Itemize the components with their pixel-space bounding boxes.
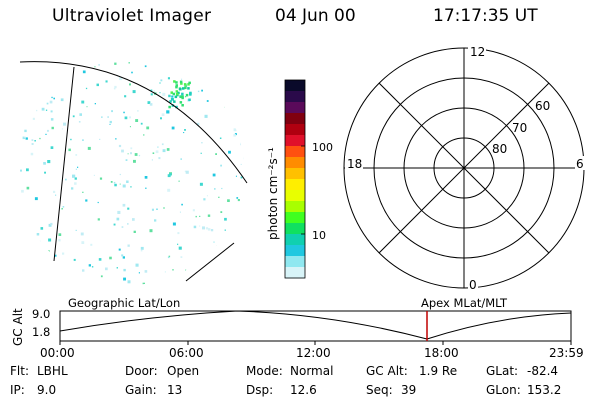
colorbar-cell <box>285 113 305 125</box>
gain-label: Gain: <box>125 383 157 397</box>
mlt-label-18: 18 <box>347 157 362 171</box>
dsp-value: 12.6 <box>290 383 317 397</box>
mlt-label-0: 0 <box>469 278 477 292</box>
colorbar: 100 10 photon cm⁻²s⁻¹ <box>266 79 333 279</box>
colorbar-cell <box>285 267 305 279</box>
colorbar-unit-label: photon cm⁻²s⁻¹ <box>266 147 280 240</box>
time-tick-0000: 00:00 <box>40 346 75 360</box>
altitude-curve <box>59 310 572 340</box>
ip-label: IP: <box>10 383 25 397</box>
geographic-caption: Geographic Lat/Lon <box>68 296 181 310</box>
lat-label-60: 60 <box>535 99 550 113</box>
altitude-ylabel: GC Alt <box>11 308 25 346</box>
filter-label: Flt: <box>10 364 29 378</box>
polar-grid <box>343 47 585 289</box>
apex-caption: Apex MLat/MLT <box>421 296 508 310</box>
door-label: Door: <box>125 364 158 378</box>
colorbar-cell <box>285 124 305 136</box>
colorbar-tick-10: 10 <box>312 229 326 242</box>
colorbar-cell <box>285 135 305 147</box>
time-tick-1800: 18:00 <box>424 346 459 360</box>
geographic-grid-line-2 <box>185 242 235 282</box>
colorbar-cell <box>285 157 305 169</box>
altitude-tick-low: 1.8 <box>32 325 51 339</box>
observation-date: 04 Jun 00 <box>275 6 356 26</box>
geographic-grid-arc <box>19 61 248 184</box>
colorbar-cell <box>285 234 305 246</box>
colorbar-cell <box>285 223 305 235</box>
time-tick-0600: 06:00 <box>169 346 204 360</box>
auroral-speckles <box>20 60 244 285</box>
time-tick-2359: 23:59 <box>549 346 584 360</box>
ip-value: 9.0 <box>37 383 57 397</box>
glat-value: -82.4 <box>527 364 559 378</box>
colorbar-cell <box>285 256 305 268</box>
colorbar-cell <box>285 201 305 213</box>
lat-label-80: 80 <box>492 142 507 156</box>
mode-label: Mode: <box>246 364 283 378</box>
colorbar-cell <box>285 146 305 158</box>
glon-label: GLon: <box>486 383 521 397</box>
observation-time: 17:17:35 UT <box>433 6 538 26</box>
gc-alt-label: GC Alt: <box>366 364 408 378</box>
mlt-label-12: 12 <box>470 45 485 59</box>
colorbar-cell <box>285 212 305 224</box>
door-value: Open <box>167 364 200 378</box>
mlt-label-6: 6 <box>576 157 584 171</box>
colorbar-cell <box>285 190 305 202</box>
mode-value: Normal <box>290 364 334 378</box>
lat-label-70: 70 <box>512 121 527 135</box>
colorbar-cell <box>285 168 305 180</box>
geographic-grid-line-1 <box>53 66 75 262</box>
time-tick-1200: 12:00 <box>296 346 331 360</box>
seq-label: Seq: <box>366 383 393 397</box>
colorbar-cell <box>285 245 305 257</box>
gain-value: 13 <box>167 383 183 397</box>
glat-label: GLat: <box>486 364 519 378</box>
altitude-plot: GC Alt <box>11 308 572 346</box>
seq-value: 39 <box>401 383 417 397</box>
colorbar-cell <box>285 179 305 191</box>
geographic-image-panel <box>19 60 248 285</box>
gc-alt-value: 1.9 Re <box>419 364 458 378</box>
filter-value: LBHL <box>37 364 68 378</box>
colorbar-cell <box>285 102 305 114</box>
altitude-tick-high: 9.0 <box>32 307 51 321</box>
glon-value: 153.2 <box>527 383 562 397</box>
colorbar-cell <box>285 80 305 92</box>
colorbar-cell <box>285 91 305 103</box>
app-title: Ultraviolet Imager <box>52 6 212 26</box>
colorbar-tick-100: 100 <box>312 141 333 154</box>
dsp-label: Dsp: <box>246 383 274 397</box>
